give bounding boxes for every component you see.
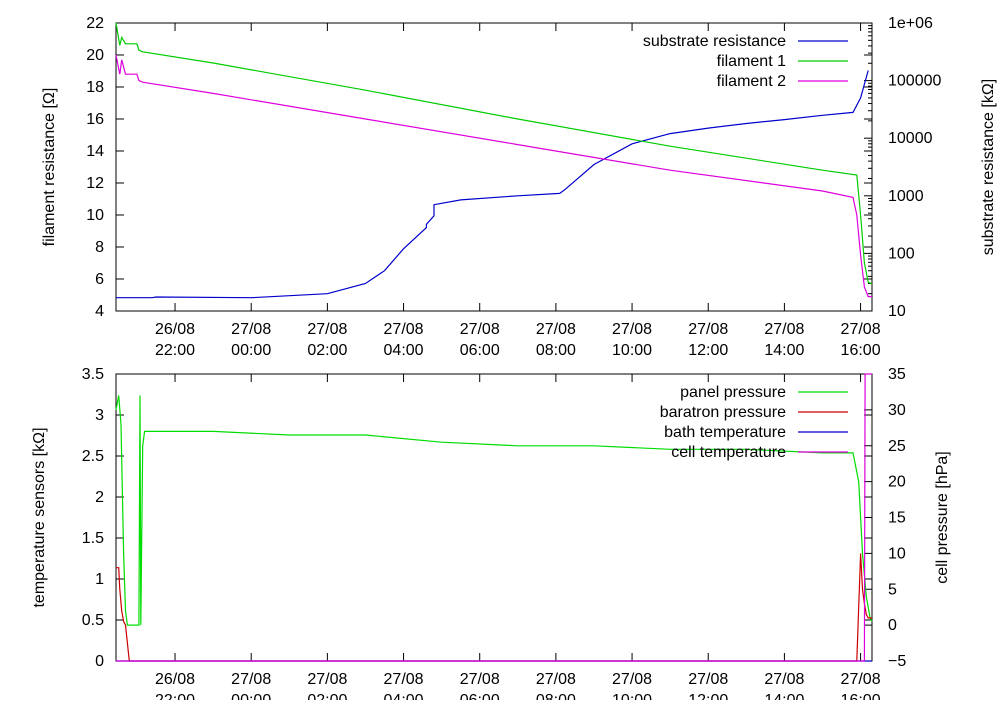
x-tick-time-label: 00:00 [231,692,271,700]
y2-tick-label: 100 [888,245,915,262]
x-tick-time-label: 02:00 [307,342,347,359]
y2-tick-label: 10 [888,545,906,562]
x-tick-time-label: 02:00 [307,692,347,700]
x-tick-date-label: 26/08 [155,321,195,338]
x-tick-time-label: 00:00 [231,342,271,359]
y2-tick-label: 10000 [888,130,933,147]
legend-label: baratron pressure [660,404,786,421]
x-tick-date-label: 27/08 [841,321,881,338]
series-line-filament-1 [115,22,873,285]
x-tick-time-label: 12:00 [688,692,728,700]
y2-tick-label: 10 [888,303,906,320]
series-line-baratron-pressure [116,553,872,662]
y2-tick-label: 5 [888,581,897,598]
x-tick-time-label: 04:00 [384,692,424,700]
legend-label: cell temperature [671,444,786,461]
plot-frame [115,22,873,312]
legend-label: filament 1 [717,53,786,70]
x-tick-date-label: 27/08 [841,671,881,688]
y-tick-label: 22 [86,15,104,32]
y2-tick-label: 0 [888,617,897,634]
y-axis-title: temperature sensors [kΩ] [31,427,48,607]
x-tick-date-label: 27/08 [384,321,424,338]
y2-tick-label: 15 [888,510,906,527]
x-tick-date-label: 27/08 [384,671,424,688]
chart-panel-1: 0 0.5 1 1.5 2 2.5 3 3.5 −5 0 5 10 15 20 25 30 35 26/08 22:… [31,366,951,705]
legend-label: panel pressure [680,384,786,401]
y-tick-label: 4 [95,303,104,320]
y2-tick-label: −5 [888,653,906,670]
y-tick-label: 1 [95,571,104,588]
y-tick-label: 0 [95,653,104,670]
x-tick-date-label: 27/08 [307,321,347,338]
x-tick-time-label: 22:00 [155,342,195,359]
series-line-panel-pressure [115,395,873,626]
x-tick-time-label: 14:00 [764,692,804,700]
y-tick-label: 12 [86,175,104,192]
x-tick-date-label: 27/08 [307,671,347,688]
y-tick-label: 18 [86,79,104,96]
x-tick-time-label: 10:00 [612,342,652,359]
y2-tick-label: 20 [888,474,906,491]
y-tick-label: 20 [86,47,104,64]
y-axis-title: filament resistance [Ω] [41,88,58,247]
x-tick-date-label: 27/08 [536,671,576,688]
x-tick-date-label: 27/08 [688,321,728,338]
y-tick-label: 0.5 [82,612,104,629]
x-tick-time-label: 08:00 [536,342,576,359]
y2-tick-label: 35 [888,366,906,383]
legend-label: substrate resistance [643,33,786,50]
x-tick-date-label: 27/08 [764,671,804,688]
y2-axis-title: cell pressure [hPa] [934,451,951,584]
y2-tick-label: 1000 [888,188,924,205]
y-tick-label: 3.5 [82,366,104,383]
x-tick-date-label: 27/08 [612,671,652,688]
y-tick-label: 3 [95,407,104,424]
x-tick-date-label: 27/08 [764,321,804,338]
y-tick-label: 2 [95,489,104,506]
y2-tick-label: 25 [888,438,906,455]
y-tick-label: 16 [86,111,104,128]
x-tick-date-label: 27/08 [612,321,652,338]
x-tick-date-label: 27/08 [460,671,500,688]
legend-label: filament 2 [717,73,786,90]
y2-tick-label: 100000 [888,73,941,90]
y-tick-label: 14 [86,143,104,160]
y-tick-label: 8 [95,239,104,256]
x-tick-time-label: 10:00 [612,692,652,700]
x-tick-date-label: 27/08 [460,321,500,338]
x-tick-time-label: 06:00 [460,342,500,359]
x-tick-date-label: 27/08 [231,321,271,338]
y2-tick-label: 1e+06 [888,15,933,32]
x-tick-date-label: 27/08 [688,671,728,688]
y-tick-label: 1.5 [82,530,104,547]
x-tick-time-label: 14:00 [764,342,804,359]
chart-panel-0: 4 6 8 10 12 14 16 18 20 22 10 100 1000 10000 100000 1e+… [41,15,997,359]
y-tick-label: 10 [86,207,104,224]
x-tick-time-label: 16:00 [841,342,881,359]
y-tick-label: 6 [95,271,104,288]
x-tick-time-label: 06:00 [460,692,500,700]
x-tick-date-label: 27/08 [536,321,576,338]
series-line-substrate-resistance [116,70,869,299]
legend-label: bath temperature [664,424,786,441]
series-line-cell-temperature [116,373,872,662]
y-tick-label: 2.5 [82,448,104,465]
x-tick-date-label: 26/08 [155,671,195,688]
x-tick-time-label: 12:00 [688,342,728,359]
x-tick-time-label: 04:00 [384,342,424,359]
x-tick-date-label: 27/08 [231,671,271,688]
x-tick-time-label: 08:00 [536,692,576,700]
series-line-filament-2 [115,54,872,298]
x-tick-time-label: 16:00 [841,692,881,700]
x-tick-time-label: 22:00 [155,692,195,700]
y2-axis-title: substrate resistance [kΩ] [980,79,997,255]
y2-tick-label: 30 [888,402,906,419]
